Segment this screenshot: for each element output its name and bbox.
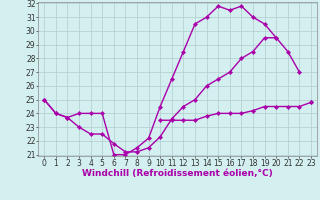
X-axis label: Windchill (Refroidissement éolien,°C): Windchill (Refroidissement éolien,°C): [82, 169, 273, 178]
